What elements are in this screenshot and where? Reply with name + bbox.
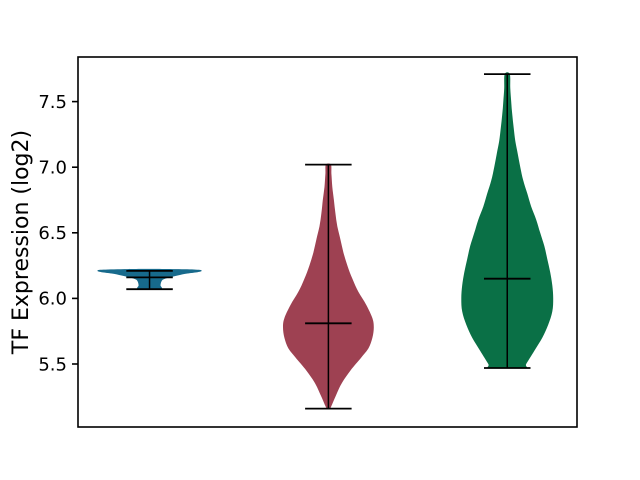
y-tick-label: 6.5 [38, 223, 67, 244]
plot-content: 5.5 6.0 6.5 7.0 7.5 [38, 56, 578, 428]
y-tick-label: 6.0 [38, 289, 67, 310]
y-tick-label: 5.5 [38, 354, 67, 375]
y-axis-label: TF Expression (log2) [9, 130, 34, 355]
y-tick-label: 7.0 [38, 158, 67, 179]
y-tick-label: 7.5 [38, 92, 67, 113]
